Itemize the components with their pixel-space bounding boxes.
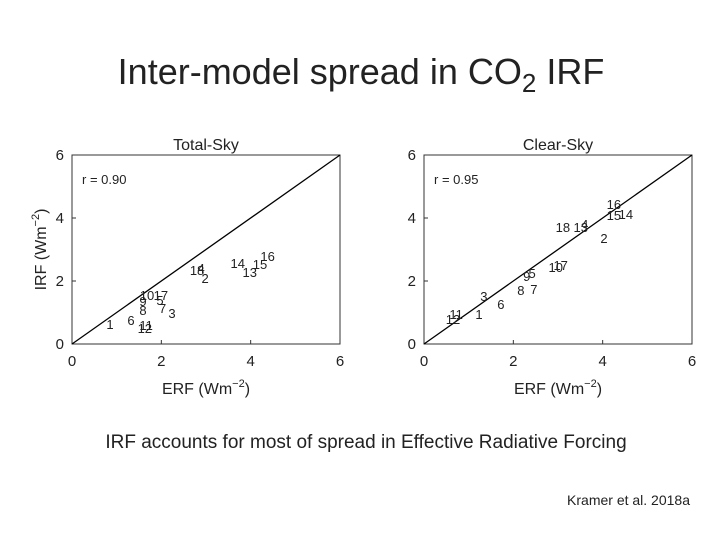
x-tick-label: 6 <box>336 353 344 370</box>
point-label: 1 <box>475 307 482 322</box>
point-label: 10 <box>549 260 563 275</box>
plot-frame <box>71 154 341 345</box>
annotation: r = 0.95 <box>434 172 478 187</box>
plot-frame <box>423 154 693 345</box>
point-label: 2 <box>201 271 208 286</box>
title-suffix: IRF <box>536 51 604 92</box>
point-label: 18 <box>190 263 204 278</box>
point-label: 10 <box>140 288 154 303</box>
title-subscript: 2 <box>522 68 536 98</box>
point-label: 1 <box>106 317 113 332</box>
point-label: 14 <box>619 207 633 222</box>
point-label: 16 <box>260 249 274 264</box>
y-axis-label: IRF (Wm−2) <box>30 209 50 291</box>
point-label: 11 <box>449 307 463 322</box>
y-tick-label: 0 <box>56 336 64 353</box>
point-label: 8 <box>517 283 524 298</box>
y-tick-label: 2 <box>408 273 416 290</box>
y-axis-label-superscript: −2 <box>30 214 42 227</box>
point-label: 7 <box>530 282 537 297</box>
x-axis-label-superscript: −2 <box>232 378 245 390</box>
point-label: 15 <box>253 257 267 272</box>
point-label: 16 <box>607 197 621 212</box>
point-label: 12 <box>138 321 152 336</box>
chart-title: Total-Sky <box>173 137 239 154</box>
point-label: 4 <box>197 261 204 276</box>
point-label: 6 <box>127 313 134 328</box>
point-label: 2 <box>600 231 607 246</box>
point-label: 7 <box>159 301 166 316</box>
y-tick-label: 2 <box>56 273 64 290</box>
x-tick-label: 0 <box>68 353 76 370</box>
x-axis-label-superscript: −2 <box>584 378 597 390</box>
x-axis-label-text: ERF (Wm <box>162 381 232 398</box>
point-label: 17 <box>154 288 168 303</box>
caption: IRF accounts for most of spread in Effec… <box>105 432 626 453</box>
point-label: 14 <box>230 256 244 271</box>
y-tick-label: 4 <box>408 210 416 227</box>
point-label: 9 <box>523 269 530 284</box>
point-label: 15 <box>607 208 621 223</box>
identity-line <box>71 154 341 345</box>
x-axis-label: ERF (Wm−2) <box>514 378 602 398</box>
point-label: 9 <box>139 294 146 309</box>
y-axis-label-suffix: ) <box>33 209 50 214</box>
point-label: 5 <box>528 266 535 281</box>
y-tick-label: 4 <box>56 210 64 227</box>
title-text: Inter-model spread in CO <box>118 51 522 92</box>
identity-line <box>423 154 693 345</box>
point-label: 3 <box>480 289 487 304</box>
chart-title: Clear-Sky <box>523 137 593 154</box>
slide-title: Inter-model spread in CO2 IRF <box>118 51 605 98</box>
point-label: 3 <box>168 306 175 321</box>
y-axis-label-text: IRF (Wm <box>33 226 50 290</box>
y-tick-label: 6 <box>56 147 64 164</box>
point-label: 5 <box>156 293 163 308</box>
point-label: 17 <box>553 258 567 273</box>
point-label: 13 <box>574 220 588 235</box>
x-tick-label: 4 <box>598 353 606 370</box>
x-axis-label-suffix: ) <box>597 381 602 398</box>
x-axis-label: ERF (Wm−2) <box>162 378 250 398</box>
x-tick-label: 0 <box>420 353 428 370</box>
point-label: 11 <box>139 318 153 333</box>
point-label: 12 <box>446 312 460 327</box>
point-label: 8 <box>139 303 146 318</box>
x-tick-label: 2 <box>509 353 517 370</box>
credit: Kramer et al. 2018a <box>567 492 690 508</box>
x-axis-label-text: ERF (Wm <box>514 381 584 398</box>
point-label: 13 <box>243 265 257 280</box>
x-tick-label: 4 <box>246 353 254 370</box>
point-label: 4 <box>581 217 588 232</box>
x-tick-label: 6 <box>688 353 696 370</box>
x-axis-label-suffix: ) <box>245 381 250 398</box>
point-label: 6 <box>497 297 504 312</box>
annotation: r = 0.90 <box>82 172 126 187</box>
x-tick-label: 2 <box>157 353 165 370</box>
y-tick-label: 6 <box>408 147 416 164</box>
point-label: 18 <box>556 220 570 235</box>
y-tick-label: 0 <box>408 336 416 353</box>
